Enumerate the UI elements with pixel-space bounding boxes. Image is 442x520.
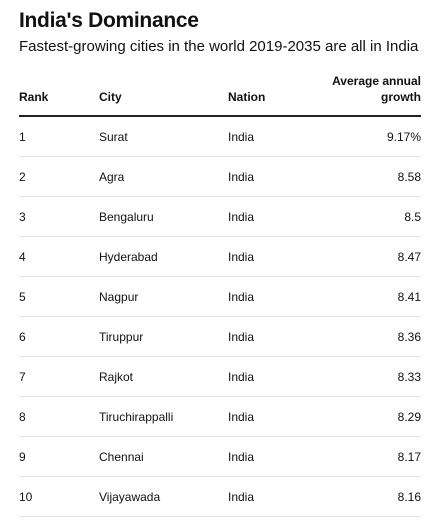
growth-cell: 9.17% [318,116,421,157]
city-cell: Tiruchirappalli [99,396,228,437]
city-cell: Hyderabad [99,236,228,277]
column-header-nation: Nation [228,65,318,117]
nation-cell: India [228,476,318,517]
column-header-rank: Rank [19,65,99,117]
table-row: 3 Bengaluru India 8.5 [19,196,421,237]
nation-cell: India [228,196,318,237]
column-header-growth: Average annual growth [318,65,421,117]
city-cell: Bengaluru [99,196,228,237]
chart-subtitle: Fastest-growing cities in the world 2019… [19,38,419,55]
table-row: 4 Hyderabad India 8.47 [19,236,421,277]
header-row: Rank City Nation Average annual growth [19,65,421,117]
growth-cell: 8.47 [318,236,421,277]
table-row: 7 Rajkot India 8.33 [19,356,421,397]
growth-cell: 8.36 [318,316,421,357]
growth-cell: 8.16 [318,476,421,517]
growth-table: Rank City Nation Average annual growth 1… [19,65,421,517]
rank-cell: 9 [19,436,99,477]
growth-cell: 8.41 [318,276,421,317]
column-header-city: City [99,65,228,117]
table-row: 2 Agra India 8.58 [19,156,421,197]
growth-cell: 8.17 [318,436,421,477]
city-cell: Agra [99,156,228,197]
city-cell: Chennai [99,436,228,477]
rank-cell: 2 [19,156,99,197]
table-row: 6 Tiruppur India 8.36 [19,316,421,357]
city-cell: Rajkot [99,356,228,397]
nation-cell: India [228,436,318,477]
rank-cell: 7 [19,356,99,397]
nation-cell: India [228,396,318,437]
growth-cell: 8.5 [318,196,421,237]
rank-cell: 3 [19,196,99,237]
growth-cell: 8.33 [318,356,421,397]
chart-title: India's Dominance [19,9,199,32]
nation-cell: India [228,316,318,357]
table-row: 9 Chennai India 8.17 [19,436,421,477]
table-chart: India's Dominance Fastest-growing cities… [19,9,421,517]
table-row: 1 Surat India 9.17% [19,116,421,157]
rank-cell: 5 [19,276,99,317]
rank-cell: 6 [19,316,99,357]
city-cell: Vijayawada [99,476,228,517]
rank-cell: 4 [19,236,99,277]
nation-cell: India [228,276,318,317]
nation-cell: India [228,356,318,397]
rank-cell: 1 [19,116,99,157]
table-row: 10 Vijayawada India 8.16 [19,476,421,517]
rank-cell: 10 [19,476,99,517]
growth-cell: 8.58 [318,156,421,197]
city-cell: Tiruppur [99,316,228,357]
table-row: 5 Nagpur India 8.41 [19,276,421,317]
city-cell: Surat [99,116,228,157]
table-body: 1 Surat India 9.17% 2 Agra India 8.58 3 Bengaluru… [19,116,421,517]
growth-cell: 8.29 [318,396,421,437]
nation-cell: India [228,116,318,157]
nation-cell: India [228,156,318,197]
city-cell: Nagpur [99,276,228,317]
table-row: 8 Tiruchirappalli India 8.29 [19,396,421,437]
rank-cell: 8 [19,396,99,437]
nation-cell: India [228,236,318,277]
